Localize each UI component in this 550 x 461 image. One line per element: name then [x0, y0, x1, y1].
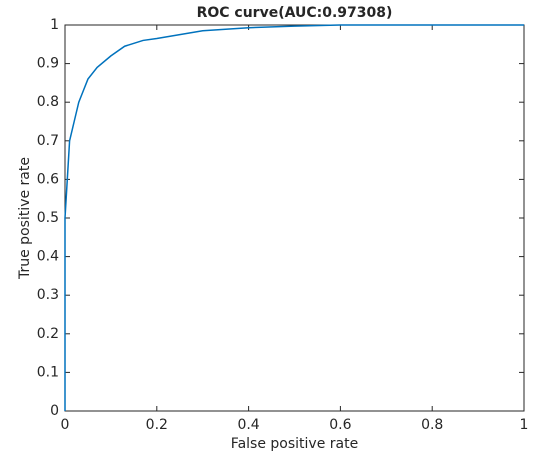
y-tick-label: 0.3: [37, 287, 59, 303]
x-axis-label: False positive rate: [231, 436, 358, 452]
x-tick-label: 0.4: [237, 417, 259, 433]
y-tick-label: 0.6: [37, 171, 59, 187]
y-tick-label: 0: [50, 403, 59, 419]
roc-line: [64, 24, 524, 411]
y-axis-label: True positive rate: [17, 157, 33, 280]
y-tick-label: 0.9: [37, 56, 59, 72]
y-tick-label: 0.5: [37, 210, 59, 226]
y-tick-label: 0.7: [37, 133, 59, 149]
x-tick-label: 1: [520, 417, 529, 433]
x-tick-label: 0.6: [329, 417, 351, 433]
y-tick-label: 0.8: [37, 94, 59, 110]
x-tick-label: 0.8: [421, 417, 443, 433]
chart-title: ROC curve(AUC:0.97308): [197, 5, 393, 21]
x-tick-label: 0: [61, 417, 70, 433]
x-tick-label: 0.2: [146, 417, 168, 433]
plot-frame: [64, 24, 525, 412]
y-tick-label: 0.1: [37, 364, 59, 380]
y-tick-label: 1: [50, 17, 59, 33]
y-tick-label: 0.2: [37, 326, 59, 342]
y-tick-label: 0.4: [37, 249, 59, 265]
